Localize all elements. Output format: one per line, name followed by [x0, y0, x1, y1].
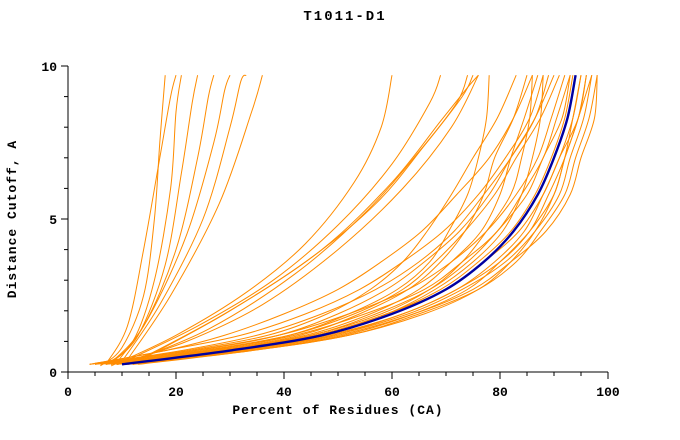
- x-tick-label: 0: [64, 385, 72, 400]
- chart-title: T1011-D1: [303, 9, 386, 25]
- model-curve: [94, 74, 517, 365]
- model-curve: [111, 75, 490, 365]
- model-curve: [110, 75, 199, 364]
- y-axis-label: Distance Cutoff, A: [5, 140, 20, 298]
- model-curve: [116, 74, 231, 364]
- x-tick-label: 20: [168, 385, 184, 400]
- x-tick-label: 100: [596, 385, 620, 400]
- x-tick-label: 60: [384, 385, 400, 400]
- x-tick-label: 40: [276, 385, 292, 400]
- model-curve: [111, 75, 571, 365]
- model-curve: [127, 75, 598, 365]
- y-tick-label: 10: [41, 60, 57, 75]
- axes-layer: 0 20 40 60 80 100 0 5 10: [41, 60, 620, 400]
- model-curve: [137, 74, 479, 362]
- model-curve: [105, 75, 182, 365]
- model-curve: [138, 75, 598, 365]
- model-curve: [121, 74, 442, 364]
- model-curve: [116, 75, 539, 365]
- model-curve: [89, 74, 533, 365]
- model-curve: [105, 75, 177, 365]
- model-curve: [121, 74, 247, 362]
- model-curve: [127, 74, 469, 364]
- y-tick-label: 5: [49, 213, 57, 228]
- model-curve: [126, 75, 263, 361]
- y-tick-label: 0: [49, 366, 57, 381]
- model-curve: [100, 75, 166, 367]
- reference-curve: [121, 74, 577, 366]
- model-curve: [94, 75, 566, 365]
- model-curves-layer: [89, 74, 598, 367]
- model-curve: [110, 75, 393, 367]
- x-axis-label: Percent of Residues (CA): [232, 403, 443, 418]
- model-curve: [116, 74, 479, 365]
- model-curve: [110, 75, 215, 364]
- model-curve: [89, 75, 544, 365]
- x-tick-label: 80: [492, 385, 508, 400]
- model-curve: [111, 75, 528, 365]
- model-curve: [89, 75, 550, 365]
